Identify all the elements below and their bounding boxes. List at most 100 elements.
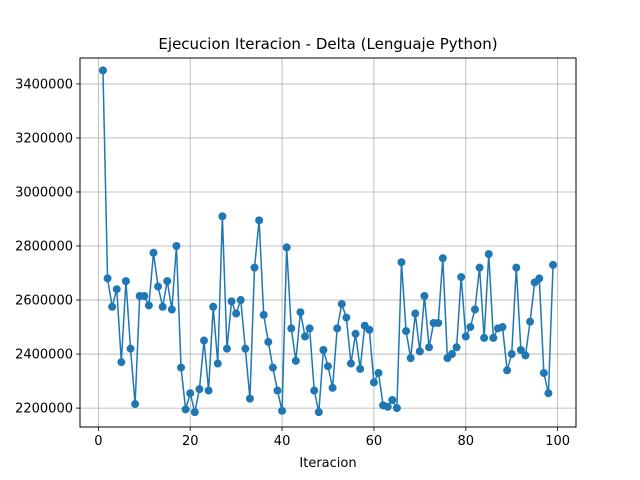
y-tick-label: 2800000 (15, 240, 73, 255)
data-point (218, 212, 227, 221)
data-point (342, 313, 351, 322)
data-point (301, 332, 310, 341)
data-point (544, 389, 553, 398)
data-point (411, 309, 420, 318)
data-point (167, 305, 176, 314)
data-point (287, 324, 296, 333)
y-tick-label: 3200000 (15, 131, 73, 146)
data-point (273, 386, 282, 395)
data-point (328, 383, 337, 392)
data-point (475, 263, 484, 272)
data-point (457, 273, 466, 282)
data-point (236, 296, 245, 305)
data-point (296, 308, 305, 317)
data-point (526, 317, 535, 326)
data-point (126, 344, 135, 353)
data-point (425, 343, 434, 352)
x-tick-label: 40 (274, 434, 291, 449)
data-point (245, 394, 254, 403)
data-point (507, 350, 516, 359)
y-tick-label: 3000000 (15, 185, 73, 200)
data-point (222, 344, 231, 353)
data-point (549, 260, 558, 269)
data-point (448, 350, 456, 359)
data-point (383, 402, 392, 411)
data-point (209, 302, 218, 311)
data-point (503, 366, 512, 375)
data-point (163, 277, 172, 286)
data-point (402, 327, 411, 336)
data-point (434, 319, 443, 327)
data-point (369, 378, 378, 387)
data-point (310, 386, 319, 395)
data-point (516, 346, 525, 355)
x-tick-label: 100 (545, 434, 570, 449)
x-tick-label: 20 (182, 434, 199, 449)
data-point (250, 263, 259, 272)
data-point (291, 356, 300, 365)
data-point (108, 302, 117, 311)
data-point (264, 337, 273, 346)
data-point (314, 408, 323, 417)
plot-frame (79, 57, 577, 428)
axis-ticks: 0 20 40 60 80 100 2200000 2400000 2600000 2800000… (15, 77, 570, 449)
x-axis-label: Iteracion (299, 456, 356, 471)
y-tick-label: 2400000 (15, 348, 73, 363)
data-point (181, 405, 190, 414)
data-point (374, 368, 383, 377)
data-point (535, 274, 544, 283)
data-point (158, 302, 167, 311)
data-point (200, 336, 208, 345)
data-point (172, 242, 181, 251)
data-point (186, 389, 195, 398)
data-point (480, 333, 489, 342)
data-point (259, 310, 268, 319)
grid-lines (80, 58, 576, 427)
data-point (255, 216, 264, 225)
data-point (452, 343, 461, 352)
data-point (489, 333, 498, 342)
data-point (397, 258, 406, 267)
data-point (356, 364, 365, 373)
data-series (98, 66, 558, 417)
data-point (324, 362, 332, 371)
data-point (195, 385, 204, 394)
data-point (466, 323, 475, 332)
chart-title: Ejecucion Iteracion - Delta (Lenguaje Py… (158, 35, 497, 53)
data-point (232, 309, 241, 318)
x-tick-label: 60 (366, 434, 383, 449)
data-point (241, 344, 250, 353)
data-point (351, 329, 360, 338)
data-point (213, 359, 222, 368)
data-point (346, 359, 355, 368)
data-point (204, 386, 213, 395)
data-point (268, 363, 277, 372)
data-point (140, 291, 149, 300)
data-point (282, 243, 291, 252)
data-point (461, 332, 470, 341)
data-point (438, 254, 447, 263)
data-point (190, 408, 199, 417)
data-point (112, 285, 121, 294)
data-point (365, 325, 374, 334)
data-point (521, 351, 530, 360)
data-point (392, 404, 401, 413)
data-point (415, 347, 424, 356)
data-point (227, 297, 236, 306)
data-point (512, 263, 521, 272)
data-point (278, 406, 287, 415)
data-point (98, 66, 107, 75)
data-point (406, 354, 415, 363)
y-tick-label: 2600000 (15, 294, 73, 309)
x-tick-label: 80 (458, 434, 475, 449)
data-point (177, 363, 186, 372)
data-point (149, 248, 158, 257)
data-point (131, 400, 140, 409)
data-point (144, 301, 153, 310)
y-tick-label: 3400000 (15, 77, 73, 92)
data-point (484, 250, 493, 259)
data-point (498, 323, 507, 332)
x-tick-label: 0 (94, 434, 102, 449)
data-point (337, 300, 346, 309)
